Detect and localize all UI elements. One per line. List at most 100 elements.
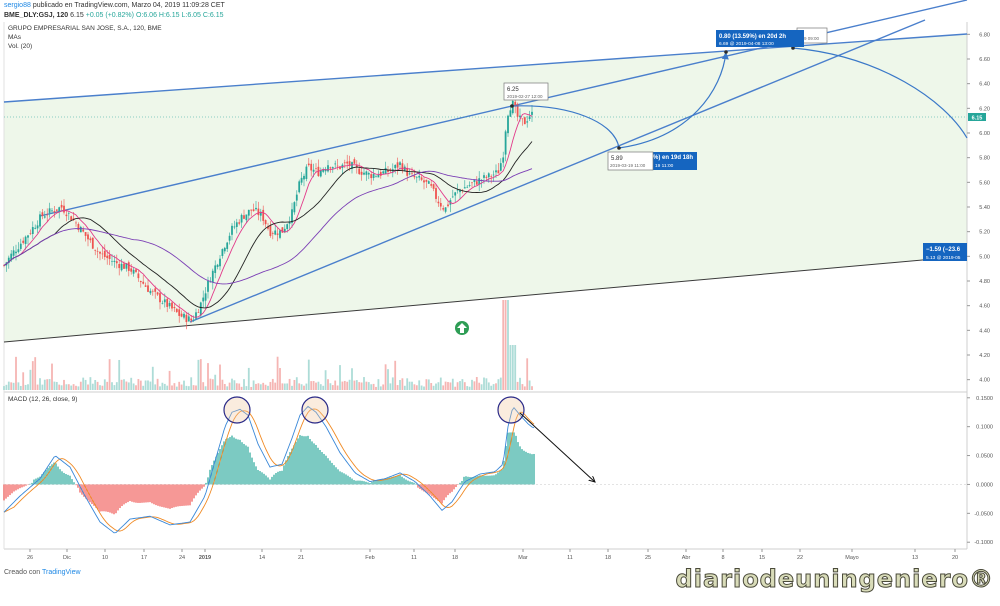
candle-body [483,175,485,178]
volume-bar [385,364,387,390]
candle-body [409,173,411,174]
candle-body [385,168,387,174]
macd-histogram-bar [273,475,275,485]
low-tag-date: 19 11:00 [655,163,674,169]
macd-histogram-bar [127,484,129,502]
macd-histogram-bar [61,471,63,484]
candle-body [498,170,500,173]
volume-bar [32,361,34,390]
macd-histogram-bar [365,482,367,485]
candle-body [382,171,384,173]
volume-legend[interactable]: Vol. (20) [8,43,32,50]
macd-histogram-bar [141,484,143,502]
candle-body [358,169,360,174]
time-tick-label: Dic [63,555,71,561]
macd-histogram-bar [407,481,409,485]
candle-body [510,110,512,116]
macd-histogram-bar [237,439,239,484]
macd-histogram-bar [325,456,327,485]
candle-body [193,320,195,321]
macd-histogram-bar [111,484,113,513]
high-callout-price: 6.25 [507,87,519,93]
candle-body [296,195,298,201]
volume-bar [378,379,380,390]
time-tick-label: 8 [721,555,724,561]
tradingview-logo[interactable]: TradingView [42,569,81,576]
macd-peak-circle [302,397,328,423]
candle-body [34,228,36,229]
author-link[interactable]: sergio88 [4,2,31,9]
volume-bar [428,379,430,390]
price-tick-label: 4.60 [979,304,990,310]
macd-histogram-bar [329,461,331,485]
volume-bar [459,381,461,390]
macd-histogram-bar [5,484,7,498]
volume-bar [370,384,372,390]
macd-histogram-bar [315,445,317,484]
ma-legend[interactable]: MAs [8,34,21,41]
macd-histogram-bar [9,484,11,495]
candle-body [234,227,236,228]
volume-bar [481,384,483,390]
volume-bar [73,384,75,390]
price-tick-label: 4.00 [979,378,990,384]
macd-histogram-bar [107,484,109,511]
macd-histogram-bar [509,432,511,484]
macd-histogram-bar [123,484,125,504]
candle [70,216,72,221]
volume-bar [289,379,291,390]
macd-legend[interactable]: MACD (12, 26, close, 9) [8,396,77,403]
macd-histogram-bar [131,484,133,501]
macd-histogram-bar [399,475,401,484]
volume-bar [351,368,353,390]
macd-histogram-bar [151,484,153,503]
volume-bar [90,377,92,390]
macd-histogram-bar [263,474,265,485]
macd-histogram-bar [369,483,371,484]
macd-histogram-bar [55,463,57,484]
volume-bar [82,378,84,390]
macd-tick-label: 0.1500 [976,396,993,402]
candle-body [435,188,437,199]
macd-histogram-bar [337,469,339,484]
candle-body [111,261,113,262]
candle-body [231,226,233,235]
candle-body [452,197,454,198]
volume-bar [327,379,329,390]
macd-histogram-bar [261,472,263,484]
volume-bar [46,379,48,390]
volume-bar [433,386,435,390]
volume-bar [262,383,264,390]
volume-bar [133,383,135,390]
candle-body [114,261,116,262]
volume-bar [234,380,236,390]
candle-body [507,116,509,133]
up-arrow-icon [455,321,469,335]
volume-bar [142,386,144,390]
candle-body [454,192,456,195]
candle-body [332,167,334,168]
candle-body [354,159,356,163]
volume-bar [18,382,20,390]
volume-bar [406,378,408,390]
volume-bar [452,379,454,390]
volume-bar [308,360,310,390]
macd-histogram-bar [189,484,191,505]
candle-body [27,235,29,237]
candle-body [130,268,132,271]
candle-body [66,215,68,216]
macd-histogram-bar [13,484,15,491]
macd-histogram-bar [339,471,341,484]
macd-histogram-bar [63,473,65,485]
candle-body [258,209,260,216]
candle-body [226,243,228,249]
macd-histogram-bar [491,475,493,484]
candle-body [414,176,416,177]
volume-bar [474,381,476,390]
time-tick-label: Abr [682,555,691,561]
time-tick-label: 11 [567,555,573,561]
macd-histogram-bar [265,476,267,485]
volume-bar [104,379,106,390]
